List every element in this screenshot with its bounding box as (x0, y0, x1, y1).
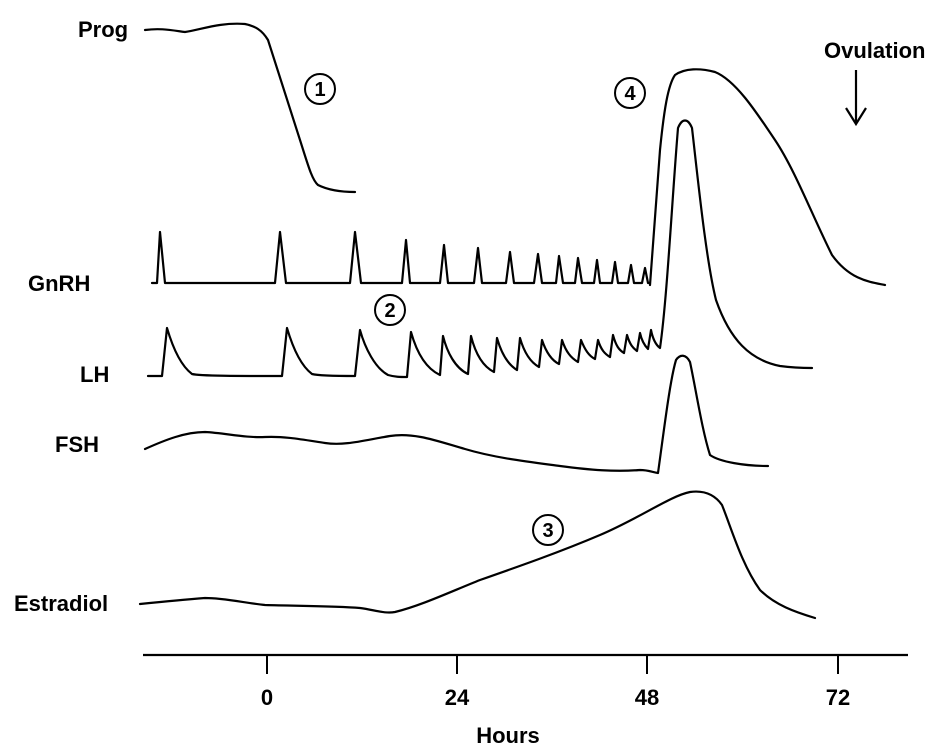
tick-label-24: 24 (445, 685, 470, 710)
tick-label-0: 0 (261, 685, 273, 710)
marker-3-number: 3 (542, 520, 553, 542)
surge-curve-4 (648, 68, 887, 287)
fsh-label: FSH (55, 432, 99, 457)
axis-title: Hours (476, 723, 540, 748)
fsh-trace (143, 354, 770, 475)
marker-4-number: 4 (624, 83, 636, 105)
prog-trace (143, 22, 357, 194)
tick-label-48: 48 (635, 685, 659, 710)
ovulation-arrow-icon (845, 70, 867, 127)
time-axis (143, 653, 908, 674)
marker-1-number: 1 (314, 79, 325, 101)
estradiol-label: Estradiol (14, 591, 108, 616)
prog-label: Prog (78, 17, 128, 42)
gnrh-trace (150, 230, 652, 285)
marker-4-circle (614, 77, 646, 109)
marker-2-circle (374, 294, 406, 326)
marker-2-number: 2 (384, 300, 395, 322)
gnrh-label: GnRH (28, 271, 90, 296)
estradiol-trace (138, 490, 817, 620)
lh-trace (146, 119, 814, 379)
lh-label: LH (80, 362, 109, 387)
ovulation-label: Ovulation (824, 38, 925, 63)
tick-label-72: 72 (826, 685, 850, 710)
marker-1-circle (304, 73, 336, 105)
marker-3-circle (532, 514, 564, 546)
